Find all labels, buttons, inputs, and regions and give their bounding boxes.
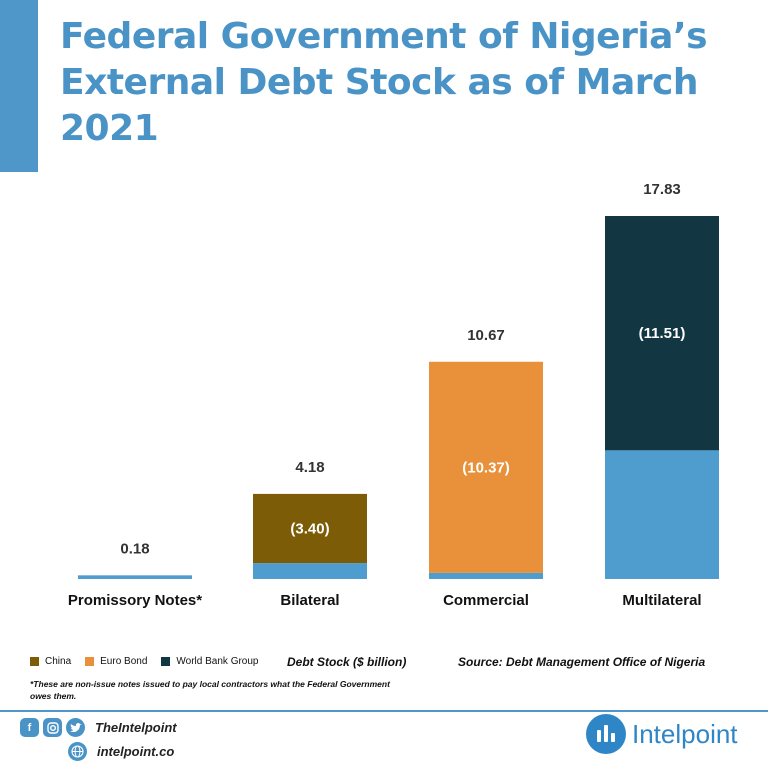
facebook-icon[interactable]: f: [20, 718, 39, 737]
website-link[interactable]: intelpoint.co: [68, 742, 174, 761]
chart-title: Federal Government of Nigeria’s External…: [60, 16, 708, 149]
bar-segment-bilateral: [253, 493, 367, 564]
legend-swatch-euro-bond: [85, 657, 95, 666]
brand-name: Intelpoint: [632, 718, 738, 749]
brand-logo: Intelpoint: [586, 714, 738, 754]
social-links: f TheIntelpoint: [20, 718, 177, 737]
instagram-icon[interactable]: [43, 718, 62, 737]
legend-item-euro-bond: Euro Bond: [85, 656, 147, 667]
bar-base-bilateral: [253, 563, 367, 579]
source-note: Source: Debt Management Office of Nigeri…: [458, 655, 706, 669]
legend-swatch-world-bank: [161, 657, 171, 666]
legend-label-world-bank: World Bank Group: [176, 656, 259, 667]
footnote: *These are non-issue notes issued to pay…: [30, 679, 390, 701]
total-label-multilateral: 17.83: [643, 181, 681, 198]
bar-segment-multilateral: [605, 216, 719, 451]
social-handle[interactable]: TheIntelpoint: [95, 720, 177, 735]
category-label-commercial: Commercial: [443, 592, 529, 609]
footer-divider: [0, 710, 768, 712]
website-text[interactable]: intelpoint.co: [97, 744, 175, 759]
bar-segment-commercial: [429, 361, 543, 573]
globe-icon: [68, 742, 87, 761]
unit-label: Debt Stock ($ billion): [287, 655, 407, 669]
legend-item-world-bank: World Bank Group: [161, 656, 258, 667]
total-label-commercial: 10.67: [467, 327, 505, 344]
legend-swatch-china: [30, 657, 39, 666]
legend: China Euro Bond World Bank Group: [30, 656, 272, 667]
legend-label-euro-bond: Euro Bond: [100, 656, 148, 667]
category-label-promissory-notes: Promissory Notes*: [68, 592, 202, 609]
total-label-promissory-notes: 0.18: [120, 540, 149, 557]
legend-item-china: China: [30, 656, 71, 667]
bar-chart: 0.18 Promissory Notes* (3.40) 4.18 Bilateral…: [68, 181, 719, 609]
category-label-bilateral: Bilateral: [280, 592, 339, 609]
total-label-bilateral: 4.18: [295, 459, 324, 476]
legend-label-china: China: [45, 656, 72, 667]
accent-bar: [0, 0, 38, 172]
bar-base-multilateral: [605, 450, 719, 579]
intelpoint-logo-icon: [586, 714, 626, 754]
bar-base-commercial: [429, 572, 543, 579]
twitter-icon[interactable]: [66, 718, 85, 737]
segment-label-commercial: (10.37): [462, 459, 510, 476]
segment-label-bilateral: (3.40): [290, 521, 329, 538]
bar-base-promissory-notes: [78, 575, 192, 579]
category-label-multilateral: Multilateral: [622, 592, 701, 609]
segment-label-multilateral: (11.51): [639, 325, 686, 342]
